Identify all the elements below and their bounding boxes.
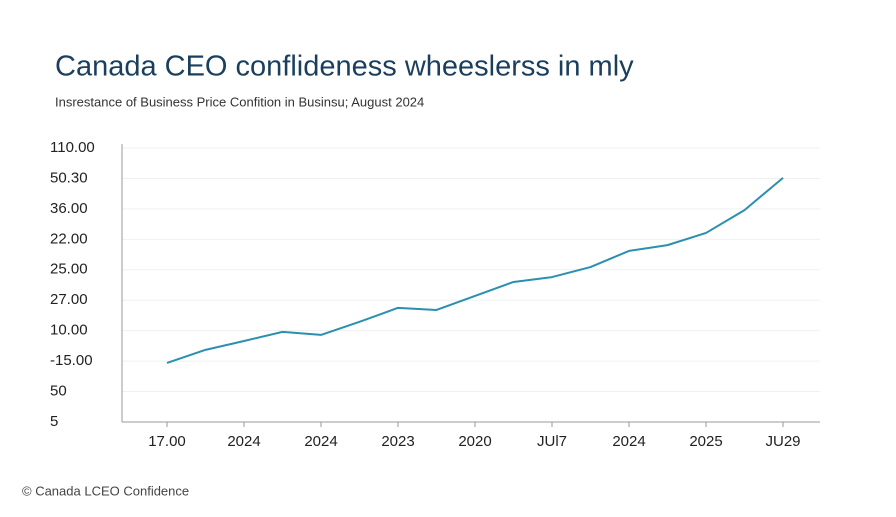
x-tick-label: 17.00: [148, 433, 186, 450]
y-tick-label: 27.00: [50, 291, 88, 308]
y-tick-label: 110.00: [50, 139, 95, 156]
data-line: [166, 177, 784, 364]
x-tick-label: 2025: [689, 433, 722, 450]
y-tick-label: -15.00: [50, 352, 93, 369]
footer: © Canada LCEO Confidence: [22, 483, 189, 498]
x-tick-label: JUl7: [537, 433, 567, 450]
x-tick-label: 2024: [304, 433, 337, 450]
y-tick-label: 25.00: [50, 261, 88, 278]
x-tick-label: JU29: [765, 433, 800, 450]
y-tick-label: 36.00: [50, 200, 88, 217]
y-tick-label: 50.30: [50, 169, 88, 186]
x-tick-label: 2024: [227, 433, 260, 450]
chart-title: Canada CEO conflideness wheeslerss in ml…: [55, 51, 634, 83]
y-tick-label: 50: [50, 383, 67, 400]
x-tick-label: 2024: [612, 433, 645, 450]
x-tick-label: 2020: [458, 433, 491, 450]
y-tick-label: 22.00: [50, 230, 88, 247]
y-tick-label: 10.00: [50, 322, 88, 339]
x-tick-label: 2023: [381, 433, 414, 450]
chart-subtitle: Insrestance of Business Price Confition …: [55, 94, 424, 109]
y-tick-label: 5: [50, 413, 58, 430]
